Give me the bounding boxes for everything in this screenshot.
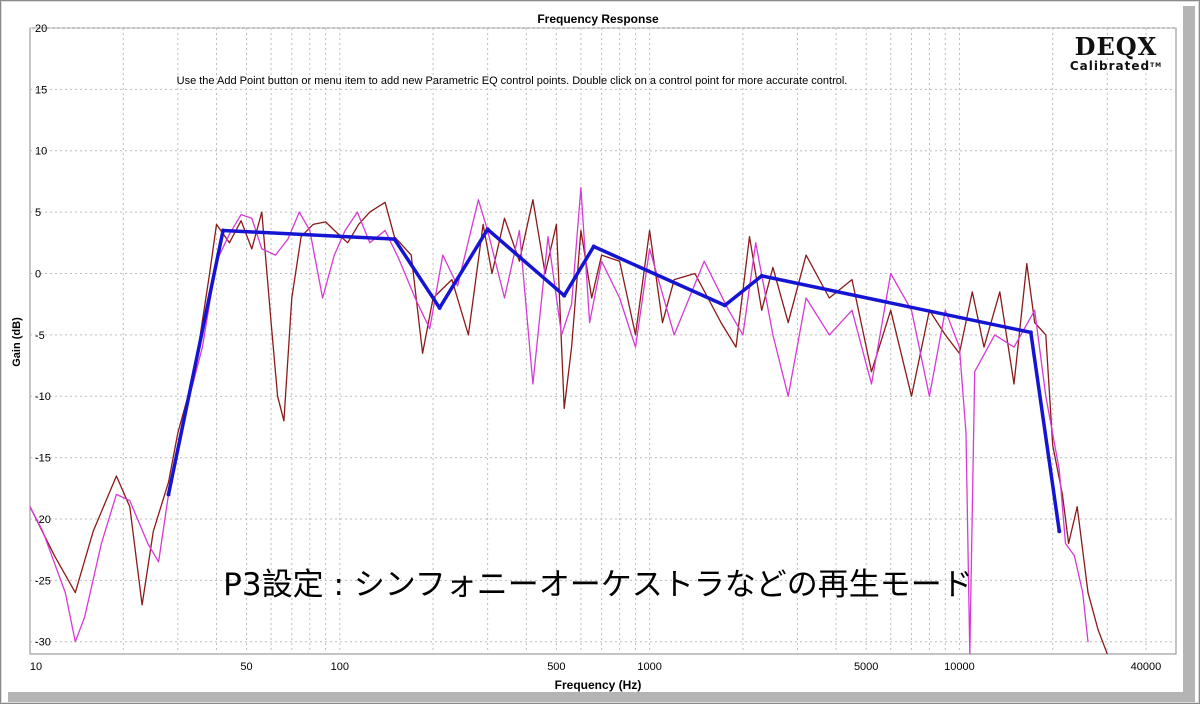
eq-control-point[interactable]: [759, 273, 764, 278]
eq-control-point[interactable]: [591, 244, 596, 249]
instruction-text: Use the Add Point button or menu item to…: [177, 75, 848, 87]
y-tick-label: -10: [35, 391, 51, 403]
y-axis-label: Gain (dB): [11, 317, 23, 367]
eq-control-point[interactable]: [562, 293, 567, 298]
series-group: [30, 186, 1108, 654]
x-tick-label: 1000: [637, 661, 661, 673]
eq-control-point[interactable]: [392, 237, 397, 242]
deqx-logo: DEQX CalibratedTM: [1066, 32, 1166, 73]
eq-control-point[interactable]: [166, 492, 171, 497]
overlay-caption: P3設定 : シンフォニーオーケストラなどの再生モード: [223, 567, 973, 603]
eq-control-point[interactable]: [1028, 330, 1033, 335]
y-tick-label: 15: [35, 84, 47, 96]
grid-lines: [30, 27, 1176, 654]
plot-area[interactable]: [29, 27, 1177, 655]
chart-panel: 20 15 10 5 0 -5 -10 -15 -20 -25 -30 10 50 100 500 1000 5…: [2, 2, 1182, 692]
eq-control-point[interactable]: [437, 305, 442, 310]
x-tick-label: 5000: [854, 661, 878, 673]
x-tick-label: 500: [547, 661, 565, 673]
x-tick-label: 10: [30, 661, 42, 673]
eq-control-point[interactable]: [722, 303, 727, 308]
y-tick-label: 0: [35, 268, 41, 280]
x-tick-label: 100: [331, 661, 349, 673]
chart-title: Frequency Response: [537, 12, 659, 26]
logo-trademark: TM: [1150, 62, 1163, 69]
y-tick-label: 20: [35, 23, 47, 35]
x-tick-label: 40000: [1131, 661, 1162, 673]
y-tick-label: 5: [35, 207, 41, 219]
logo-tagline-text: Calibrated: [1069, 59, 1151, 73]
x-axis-label: Frequency (Hz): [555, 678, 642, 692]
y-tick-label: -5: [35, 330, 45, 342]
x-tick-label: 50: [240, 661, 252, 673]
logo-name: DEQX: [1074, 32, 1158, 61]
y-tick-label: -25: [35, 575, 51, 587]
response-curve-line: [30, 186, 1089, 654]
y-tick-label: -15: [35, 453, 51, 465]
x-tick-label: 10000: [944, 661, 975, 673]
logo-tagline: CalibratedTM: [1066, 60, 1166, 72]
eq-control-point[interactable]: [221, 228, 226, 233]
eq-control-point[interactable]: [485, 227, 490, 232]
y-tick-label: -30: [35, 637, 51, 649]
eq-control-point[interactable]: [1057, 529, 1062, 534]
y-tick-label: 10: [35, 146, 47, 158]
